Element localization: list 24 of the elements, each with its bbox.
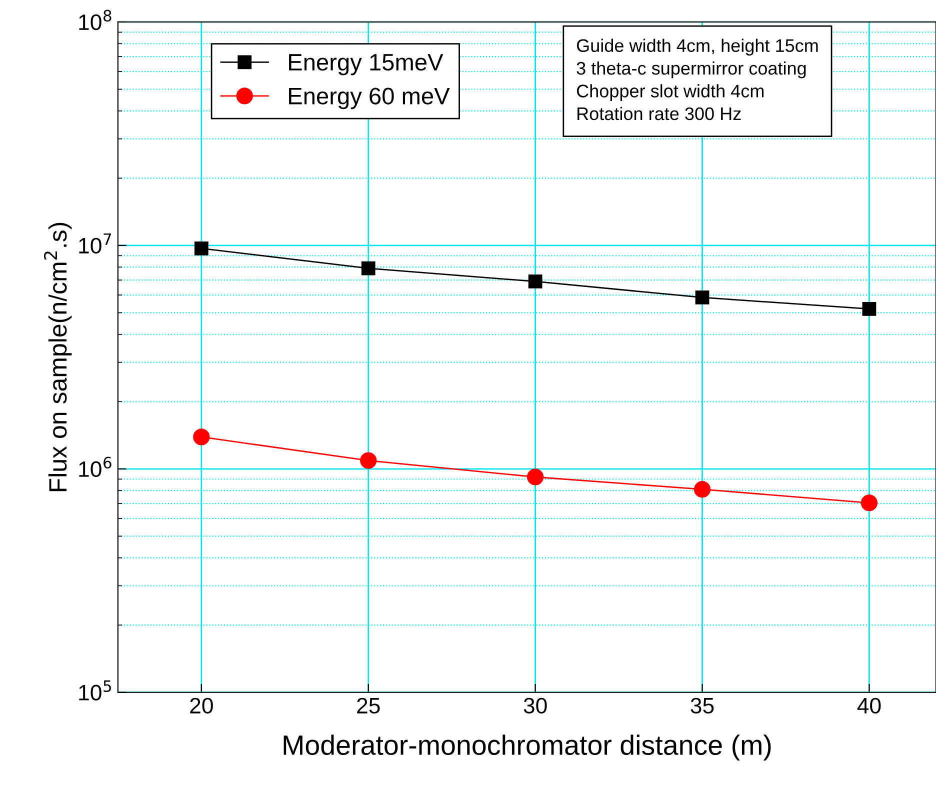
point	[361, 261, 376, 276]
point	[194, 241, 208, 256]
y-axis-title: Flux on sample(n/cm$^{2}$.s)	[44, 222, 72, 492]
point	[526, 468, 544, 486]
point	[528, 274, 542, 288]
legend-label: Energy 60 meV	[289, 88, 450, 110]
annotation: Guide width 4cm, height 15cm 3 theta-c supermirror coating Chopper slot width 4cm Rotation rate 300 Hz	[576, 38, 818, 120]
y-tick-label: 10$^{8}$	[79, 10, 112, 30]
x-tick-label: 30	[524, 698, 547, 714]
point	[695, 290, 710, 304]
legend-label: Energy 15meV	[289, 54, 444, 76]
x-tick-label: 40	[857, 698, 881, 714]
point	[694, 481, 711, 498]
x-axis-title: Moderator-monochromator distance (m)	[284, 734, 771, 760]
x-tick-label: 20	[190, 698, 213, 714]
y-tick-label: 10$^{5}$	[79, 680, 111, 700]
x-tick-label: 35	[690, 698, 714, 714]
point	[860, 494, 878, 512]
point	[862, 302, 876, 316]
y-tick-label: 10$^{6}$	[79, 456, 112, 478]
x-tick-label: 25	[357, 698, 380, 714]
point	[193, 428, 210, 446]
y-tick-label: 10$^{7}$	[79, 233, 112, 254]
point	[360, 452, 377, 469]
